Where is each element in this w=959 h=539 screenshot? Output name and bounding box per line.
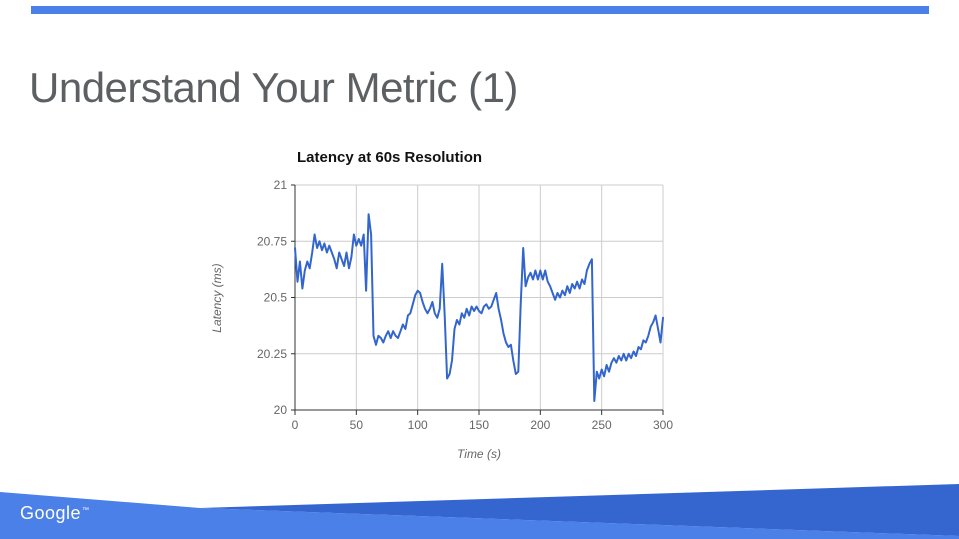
svg-text:50: 50 xyxy=(350,418,364,432)
svg-text:100: 100 xyxy=(408,418,428,432)
google-logo-text: Google xyxy=(20,503,82,523)
x-axis-label: Time (s) xyxy=(457,447,501,461)
chart-title: Latency at 60s Resolution xyxy=(297,149,483,166)
slide-title: Understand Your Metric (1) xyxy=(29,64,518,111)
svg-text:20.25: 20.25 xyxy=(257,347,287,361)
svg-text:250: 250 xyxy=(592,418,612,432)
svg-text:200: 200 xyxy=(530,418,550,432)
svg-text:20: 20 xyxy=(274,403,288,417)
svg-text:20.75: 20.75 xyxy=(257,234,287,248)
svg-text:150: 150 xyxy=(469,418,489,432)
google-logo: Google™ xyxy=(20,503,90,524)
svg-text:20.5: 20.5 xyxy=(264,291,288,305)
trademark-mark: ™ xyxy=(82,507,90,514)
top-accent-bar xyxy=(31,6,929,14)
svg-text:21: 21 xyxy=(274,178,288,192)
svg-text:0: 0 xyxy=(292,418,299,432)
svg-text:300: 300 xyxy=(653,418,673,432)
